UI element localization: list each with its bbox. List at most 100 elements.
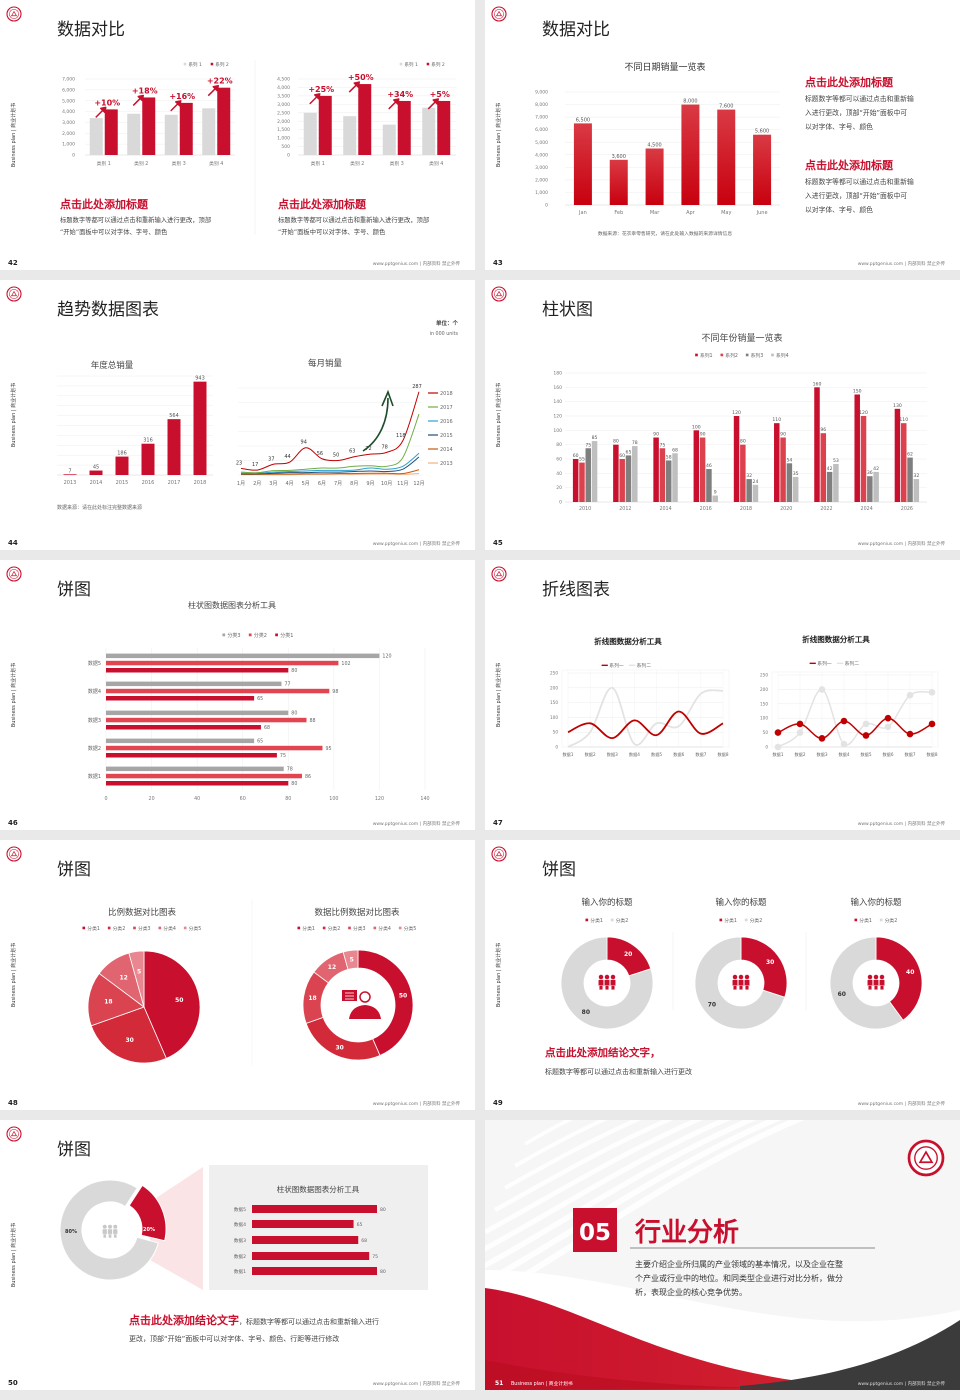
section-number-box <box>573 1208 617 1252</box>
slide-48[interactable]: 饼图 Business plan | 商业计划书 48 www.pptgenius.c… <box>0 840 475 1110</box>
y-tick-label: 2,000 <box>535 177 548 183</box>
slide-44[interactable]: 趋势数据图表 Business plan | 商业计划书 44 www.pptgeni… <box>0 280 475 550</box>
legend-label: 系列 2 <box>215 61 229 68</box>
bar <box>115 456 129 475</box>
data-label: 32 <box>913 473 919 479</box>
slide-51[interactable]: 05 行业分析 主要介绍企业所归属的产业领域的基本情况，以及企业在整 个产业或行业中的… <box>485 1120 960 1390</box>
legend-label: 分类1 <box>280 632 293 639</box>
page-number: 46 <box>8 819 18 827</box>
y-tick-label: 4,000 <box>535 152 548 158</box>
legend-label: 系列4 <box>776 352 789 359</box>
page-number: 42 <box>8 259 18 267</box>
data-label: 35 <box>793 471 799 477</box>
emblem-ring <box>491 286 507 302</box>
slide-46[interactable]: 饼图 Business plan | 商业计划书 46 www.pptgenius.c… <box>0 560 475 830</box>
data-label: 56 <box>317 451 323 457</box>
emblem-ring <box>6 286 22 302</box>
red-wave <box>485 1288 805 1390</box>
slide-45[interactable]: 柱状图 Business plan | 商业计划书 45 www.pptgenius.… <box>485 280 960 550</box>
school-emblem-icon <box>491 6 507 22</box>
data-point <box>796 720 804 728</box>
x-tick-label: 9月 <box>366 481 374 487</box>
data-label: 50 <box>399 993 407 1000</box>
slide-title: 数据对比 <box>542 20 610 40</box>
data-label: 80 <box>740 439 746 445</box>
block-text: 标题数字等都可以通过点击和重新输入进行更改，顶部 <box>60 215 211 224</box>
person-body <box>738 979 744 987</box>
footer-brand: Business plan | 商业计划书 <box>511 1380 573 1387</box>
data-label: 12 <box>119 974 127 981</box>
slide-canvas: 饼图 Business plan | 商业计划书 49 www.pptgenius.c… <box>491 846 945 1107</box>
slide-43[interactable]: 数据对比 Business plan | 商业计划书 43 www.pptgenius… <box>485 0 960 270</box>
emblem-ring <box>6 846 22 862</box>
data-label: 20 <box>624 951 632 958</box>
legend-swatch <box>222 633 226 637</box>
legend-swatch <box>610 918 614 922</box>
series-line <box>567 686 724 748</box>
data-label: 23 <box>236 460 242 466</box>
chart-title: 输入你的标题 <box>715 897 767 908</box>
bar <box>672 453 678 502</box>
pie-slice <box>357 949 414 1056</box>
growth-arrow-icon <box>427 98 439 110</box>
legend-item: 分类1 <box>854 917 872 924</box>
y-tick-label: 180 <box>553 371 562 377</box>
block-text: 入进行更改，顶部“开始”面板中可 <box>805 108 907 117</box>
data-label: 96 <box>820 427 826 433</box>
bar <box>609 159 628 205</box>
pie-slice <box>128 1184 167 1242</box>
bar <box>632 446 638 502</box>
slide-canvas: 折线图表 Business plan | 商业计划书 47 www.pptgenius… <box>491 566 945 827</box>
legend-label: 系列一 <box>609 662 624 669</box>
emblem-mark <box>495 570 503 577</box>
slide-canvas: 饼图 Business plan | 商业计划书 46 www.pptgenius.c… <box>6 566 460 827</box>
data-label: 9 <box>714 490 717 496</box>
x-tick-label: 2022 <box>820 506 832 512</box>
data-label: 8,000 <box>683 99 697 105</box>
y-tick-label: 6,000 <box>62 87 75 93</box>
legend-label: 分类1 <box>302 925 315 932</box>
bar <box>382 124 396 155</box>
person-head <box>873 974 879 980</box>
x-tick-label: 0 <box>104 796 107 802</box>
person-head <box>744 974 750 980</box>
y-tick-label: 140 <box>553 399 562 405</box>
slide-50[interactable]: 饼图 Business plan | 商业计划书 50 www.pptgenius.c… <box>0 1120 475 1390</box>
data-label: 78 <box>287 767 293 773</box>
slide-47[interactable]: 折线图表 Business plan | 商业计划书 47 www.pptgenius… <box>485 560 960 830</box>
data-label: 80 <box>380 1207 386 1213</box>
slide-title: 饼图 <box>57 580 91 600</box>
legend-label: 2017 <box>440 405 453 411</box>
legend-item: 系列一 <box>601 662 624 669</box>
emblem-inner-ring <box>9 849 19 859</box>
data-label: 316 <box>143 438 153 444</box>
slide-42[interactable]: 数据对比 Business plan | 商业计划书 42 www.pptgenius… <box>0 0 475 270</box>
x-tick-label: 60 <box>240 796 246 802</box>
emblem-mark <box>10 10 18 17</box>
growth-arrow-icon <box>309 93 321 105</box>
data-label: 110 <box>899 417 908 423</box>
legend-item: 分类2 <box>107 925 125 932</box>
legend-item: 分类2 <box>879 917 897 924</box>
data-point <box>884 714 892 722</box>
person-legs <box>103 1233 107 1239</box>
bar <box>106 710 289 716</box>
bar <box>106 766 284 772</box>
data-point <box>928 720 936 728</box>
bar <box>106 781 289 786</box>
section-number: 05 <box>579 1220 611 1246</box>
data-point <box>928 688 936 696</box>
x-tick-label: May <box>721 210 731 216</box>
chart-title: 年度总销量 <box>91 360 134 371</box>
legend-label: 系列二 <box>845 660 860 667</box>
bar <box>653 437 659 502</box>
slide-49[interactable]: 饼图 Business plan | 商业计划书 49 www.pptgenius.c… <box>485 840 960 1110</box>
block-text: 标题数字等都可以通过点击和重新输 <box>805 177 914 186</box>
school-emblem-icon <box>6 846 22 862</box>
y-tick-label: 6,000 <box>535 127 548 133</box>
legend-item: 系列4 <box>771 352 789 359</box>
legend-label: 系列 1 <box>188 61 202 68</box>
person-legs <box>880 985 884 990</box>
data-label: 80 <box>582 1009 590 1016</box>
